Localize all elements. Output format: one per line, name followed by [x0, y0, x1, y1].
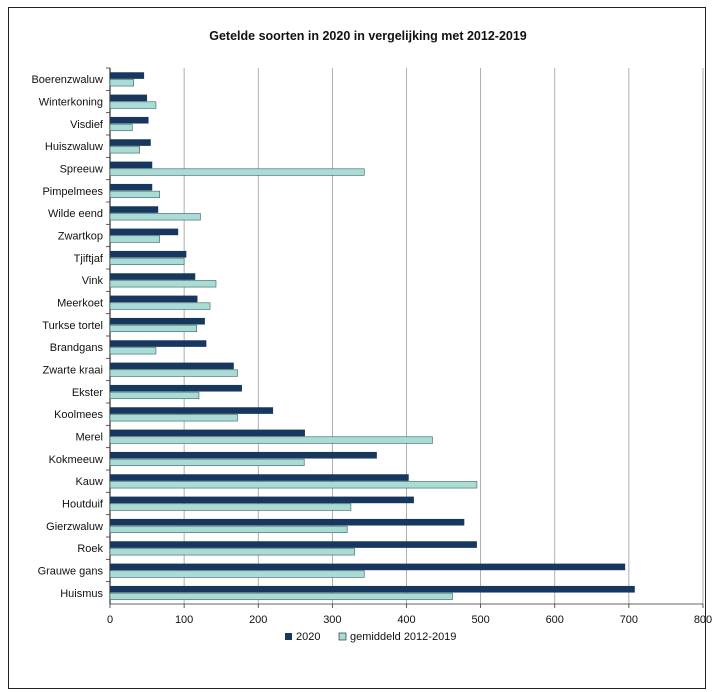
- legend-label-2020: 2020: [296, 631, 320, 643]
- x-tick-label: 100: [175, 614, 193, 626]
- x-tick-label: 700: [620, 614, 638, 626]
- bar-gemiddeld: [109, 503, 352, 511]
- legend-swatch-gemiddeld: [338, 632, 347, 641]
- bar-gemiddeld: [109, 548, 355, 556]
- category-label: Roek: [77, 543, 103, 555]
- gridlines: [106, 67, 704, 608]
- bar-2020: [110, 206, 159, 213]
- category-label: Kokmeeuw: [49, 454, 103, 466]
- category-label: Pimpelmees: [42, 186, 103, 198]
- bar-2020: [110, 116, 149, 124]
- category-label: Grauwe gans: [38, 566, 104, 578]
- bar-gemiddeld: [109, 146, 140, 154]
- bar-2020: [110, 228, 179, 236]
- x-tick-label: 600: [546, 614, 564, 626]
- category-label: Turkse tortel: [42, 320, 103, 332]
- bar-gemiddeld: [109, 414, 238, 422]
- bar-gemiddeld: [109, 391, 200, 400]
- bar-2020: [110, 94, 148, 102]
- bar-gemiddeld: [109, 190, 160, 199]
- category-label: Huiszwaluw: [45, 141, 103, 153]
- category-label: Ekster: [72, 387, 104, 399]
- bar-2020: [110, 295, 198, 303]
- category-label: Wilde eend: [48, 208, 103, 220]
- bar-2020: [110, 161, 153, 169]
- bar-2020: [110, 139, 151, 146]
- bars: [109, 72, 635, 601]
- bar-gemiddeld: [109, 280, 217, 288]
- category-label: Kauw: [75, 476, 103, 488]
- bar-2020: [110, 563, 626, 571]
- x-tick-label: 300: [323, 614, 341, 626]
- bar-2020: [110, 273, 196, 280]
- bar-2020: [110, 585, 635, 593]
- category-label: Huismus: [60, 588, 103, 600]
- bar-2020: [110, 72, 145, 79]
- bar-gemiddeld: [109, 369, 238, 377]
- category-label: Tjiftjaf: [74, 253, 104, 265]
- category-label: Gierzwaluw: [46, 521, 103, 533]
- bar-2020: [110, 451, 377, 459]
- bar-2020: [110, 384, 242, 392]
- x-tick-label: 400: [397, 614, 415, 626]
- bar-gemiddeld: [109, 235, 160, 243]
- legend-swatch-2020: [285, 633, 292, 640]
- category-label: Zwarte kraai: [42, 365, 103, 377]
- bar-gemiddeld: [109, 347, 157, 355]
- bar-gemiddeld: [109, 168, 365, 176]
- bar-gemiddeld: [109, 592, 453, 601]
- bar-2020: [110, 541, 477, 548]
- bar-gemiddeld: [109, 101, 157, 109]
- category-label: Visdief: [70, 119, 104, 131]
- bar-2020: [110, 474, 409, 481]
- x-tick-label: 0: [107, 614, 113, 626]
- bar-2020: [110, 362, 234, 370]
- bar-gemiddeld: [109, 302, 211, 310]
- x-tick-label: 200: [249, 614, 267, 626]
- legend: 2020 gemiddeld 2012-2019: [285, 631, 456, 643]
- bar-gemiddeld: [109, 570, 365, 578]
- bar-2020: [110, 429, 305, 437]
- category-label: Koolmees: [54, 409, 103, 421]
- x-tick-label: 800: [694, 614, 712, 626]
- bar-gemiddeld: [109, 257, 185, 266]
- bar-gemiddeld: [109, 481, 478, 489]
- category-label: Winterkoning: [39, 97, 103, 109]
- category-label: Vink: [82, 275, 104, 287]
- bar-2020: [110, 317, 205, 325]
- bar-2020: [110, 250, 187, 258]
- x-tick-labels: 0 100 200 300 400 500 600 700 800: [107, 614, 712, 626]
- bar-gemiddeld: [109, 324, 198, 333]
- category-label: Meerkoet: [57, 298, 103, 310]
- category-label: Boerenzwaluw: [31, 74, 103, 86]
- category-labels: Boerenzwaluw Winterkoning Visdief Huiszwalu…: [31, 74, 103, 600]
- category-label: Houtduif: [62, 499, 104, 511]
- bar-gemiddeld: [109, 213, 201, 221]
- bar-2020: [110, 407, 274, 414]
- bar-gemiddeld: [109, 458, 305, 467]
- category-label: Zwartkop: [58, 231, 103, 243]
- bar-2020: [110, 496, 414, 504]
- bar-gemiddeld: [109, 123, 133, 132]
- bar-2020: [110, 183, 153, 191]
- category-label: Brandgans: [50, 342, 104, 354]
- bar-2020: [110, 518, 465, 526]
- category-label: Merel: [75, 432, 103, 444]
- category-label: Spreeuw: [60, 164, 103, 176]
- legend-label-gemiddeld: gemiddeld 2012-2019: [350, 631, 456, 643]
- bar-2020: [110, 340, 207, 347]
- bar-gemiddeld: [109, 79, 135, 87]
- chart-title: Getelde soorten in 2020 in vergelijking …: [209, 29, 527, 43]
- bar-gemiddeld: [109, 525, 348, 534]
- x-tick-label: 500: [471, 614, 489, 626]
- bar-gemiddeld: [109, 436, 433, 444]
